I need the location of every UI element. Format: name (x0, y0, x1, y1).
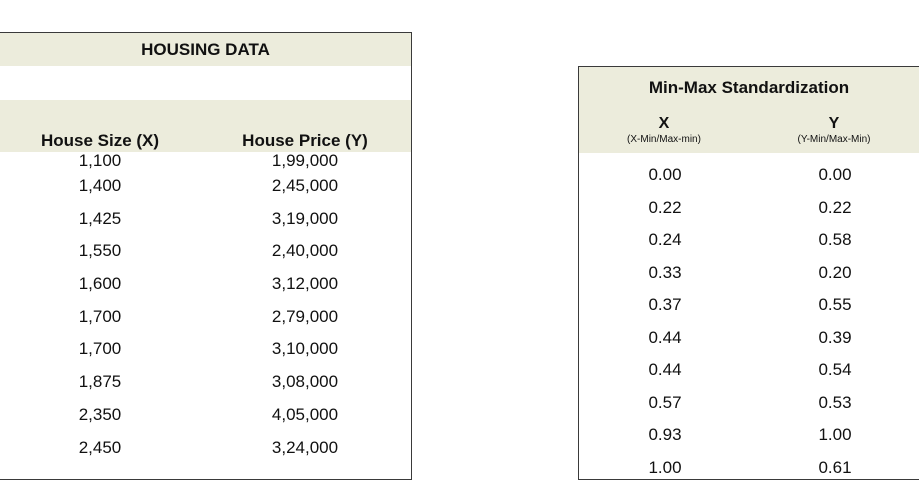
y-value-cell: 0.53 (818, 392, 852, 412)
y-value-cell: 3,19,000 (271, 208, 339, 228)
y-value-cell: 0.39 (818, 327, 852, 347)
x-value-cell: 0.33 (648, 262, 682, 282)
x-value-cell: 1,425 (78, 208, 122, 228)
table-row: 1.00 0.61 (579, 452, 919, 484)
x-value-cell: 0.57 (648, 392, 682, 412)
x-value-cell: 0.24 (648, 230, 682, 249)
y-value-cell: 2,40,000 (271, 241, 339, 261)
y-value-cell: 1.00 (818, 425, 852, 444)
x-value-cell: 0.44 (648, 327, 682, 347)
x-value-cell: 0.37 (648, 295, 682, 314)
x-value-cell: 2,450 (78, 437, 122, 457)
y-value-cell: 0.54 (818, 360, 852, 379)
y-value-cell: 2,79,000 (271, 306, 339, 326)
table-row: 0.33 0.20 (579, 257, 919, 290)
min-max-rows: 0.00 0.00 0.22 0.22 0.24 0.58 0.33 0.20 0.37 0.55… (579, 153, 919, 484)
y-value-cell: 3,08,000 (271, 372, 339, 392)
y-value-cell: 1,99,000 (271, 151, 339, 170)
housing-table-title: HOUSING DATA (0, 33, 411, 66)
housing-rows: 1,100 1,99,000 1,400 2,45,000 1,425 3,19,000 1… (0, 152, 411, 464)
x-value-cell: 2,350 (78, 404, 122, 424)
y-value-cell: 3,10,000 (271, 339, 339, 359)
table-row: 0.44 0.39 (579, 322, 919, 355)
table-row: 1,875 3,08,000 (0, 366, 411, 399)
y-value-cell: 0.00 (818, 165, 852, 184)
y-formula-label: (Y-Min/Max-Min) (797, 134, 871, 145)
table-row: 0.37 0.55 (579, 289, 919, 322)
housing-data-table: HOUSING DATA House Size (X) House Price … (0, 32, 412, 480)
x-value-cell: 0.00 (648, 165, 682, 184)
y-value-cell: 3,24,000 (271, 437, 339, 457)
x-value-cell: 1,700 (78, 306, 122, 326)
x-value-cell: 1,100 (78, 151, 122, 170)
table-row: 0.00 0.00 (579, 159, 919, 192)
y-value-cell: 3,12,000 (271, 274, 339, 294)
y-value-cell: 2,45,000 (271, 176, 339, 195)
table-row: 0.57 0.53 (579, 387, 919, 420)
table-row: 1,700 2,79,000 (0, 301, 411, 334)
min-max-table-title: Min-Max Standardization (579, 67, 919, 109)
y-value-cell: 4,05,000 (271, 404, 339, 424)
table-row: 1,550 2,40,000 (0, 235, 411, 268)
x-value-cell: 1,550 (78, 241, 122, 261)
min-max-header-row: X (X-Min/Max-min) Y (Y-Min/Max-Min) (579, 109, 919, 153)
table-row: 2,350 4,05,000 (0, 399, 411, 432)
min-max-standardization-table: Min-Max Standardization X (X-Min/Max-min… (578, 66, 919, 480)
table-row: 1,700 3,10,000 (0, 333, 411, 366)
y-value-cell: 0.58 (818, 230, 852, 249)
y-value-cell: 0.22 (818, 197, 852, 217)
y-column-header: Y (Y-Min/Max-Min) (749, 109, 919, 153)
x-value-cell: 0.44 (648, 360, 682, 379)
table-row: 1,600 3,12,000 (0, 268, 411, 301)
table-row: 1,425 3,19,000 (0, 203, 411, 236)
table-row: 0.22 0.22 (579, 192, 919, 225)
x-column-header: X (X-Min/Max-min) (579, 109, 749, 153)
x-value-cell: 1,600 (78, 274, 122, 294)
house-price-header: House Price (Y) (242, 131, 368, 150)
x-value-cell: 1,875 (78, 372, 122, 392)
x-value-cell: 1,400 (78, 176, 122, 195)
y-value-cell: 0.61 (818, 457, 852, 477)
y-value-cell: 0.55 (818, 295, 852, 314)
x-formula-label: (X-Min/Max-min) (627, 134, 701, 145)
y-header-label: Y (828, 115, 840, 132)
housing-header-row: House Size (X) House Price (Y) (0, 100, 411, 152)
spacer (0, 66, 411, 100)
x-value-cell: 0.93 (648, 425, 682, 444)
x-value-cell: 0.22 (648, 197, 682, 217)
table-row: 1,100 1,99,000 (0, 152, 411, 170)
x-header-label: X (658, 115, 670, 132)
x-value-cell: 1.00 (648, 457, 682, 477)
house-size-header: House Size (X) (40, 131, 160, 150)
table-row: 2,450 3,24,000 (0, 432, 411, 465)
y-value-cell: 0.20 (818, 262, 852, 282)
table-row: 0.24 0.58 (579, 224, 919, 257)
table-row: 0.93 1.00 (579, 419, 919, 452)
table-row: 0.44 0.54 (579, 354, 919, 387)
x-value-cell: 1,700 (78, 339, 122, 359)
table-row: 1,400 2,45,000 (0, 170, 411, 203)
